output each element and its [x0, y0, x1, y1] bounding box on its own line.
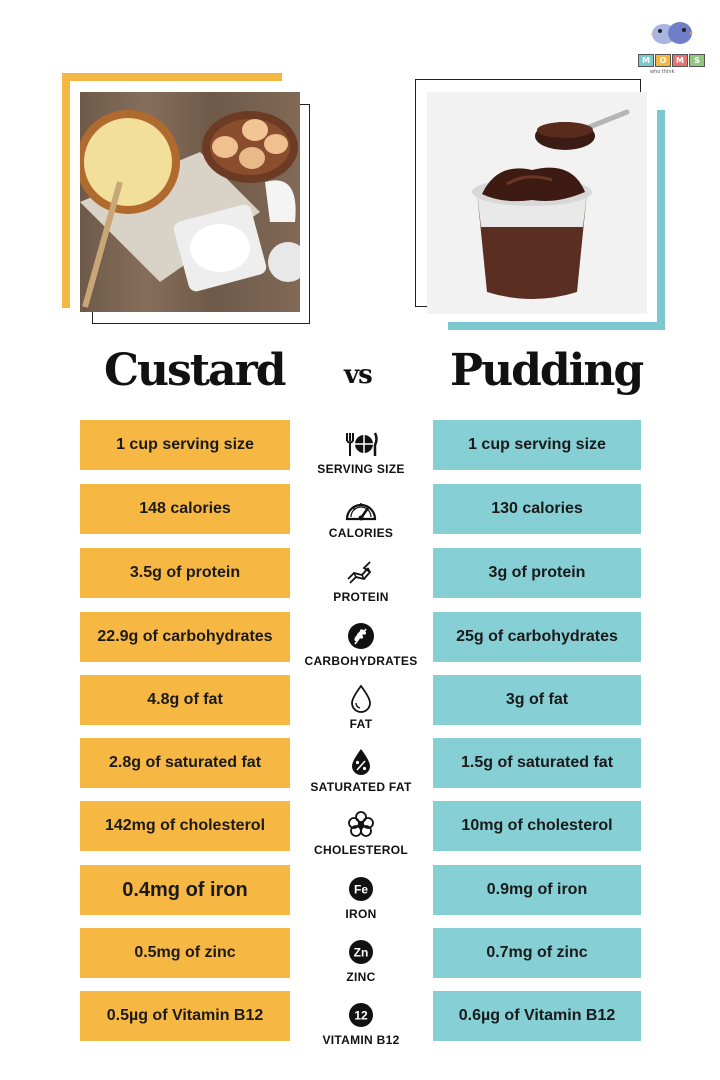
protein-label: PROTEIN [333, 590, 389, 604]
b12-icon: 12 [349, 1003, 373, 1027]
calories-label: CALORIES [328, 526, 394, 540]
fe-icon: Fe [349, 877, 373, 901]
serving-size-label: SERVING SIZE [317, 462, 405, 476]
vs-label: vs [344, 360, 373, 390]
saturated-fat-label: SATURATED FAT [310, 780, 412, 794]
custard-calories: 148 calories [80, 484, 290, 534]
custard-zinc: 0.5mg of zinc [80, 928, 290, 978]
custard-serving-size: 1 cup serving size [80, 420, 290, 470]
gauge-icon [345, 503, 377, 521]
fat-label: FAT [349, 717, 373, 731]
row-protein: 3.5g of protein PROTEIN 3g of protein [0, 548, 720, 604]
row-saturated-fat: 2.8g of saturated fat SATURATED FAT 1.5g… [0, 738, 720, 794]
pudding-saturated-fat: 1.5g of saturated fat [433, 738, 641, 788]
custard-fat: 4.8g of fat [80, 675, 290, 725]
b12-symbol: 12 [354, 1009, 368, 1023]
custard-photo [80, 92, 300, 312]
row-iron: 0.4mg of iron Fe IRON 0.9mg of iron [0, 865, 720, 921]
zn-icon: Zn [349, 940, 373, 964]
custard-carbohydrates: 22.9g of carbohydrates [80, 612, 290, 662]
bird-icon [650, 22, 694, 44]
pudding-title: Pudding [450, 345, 644, 396]
custard-cholesterol: 142mg of cholesterol [80, 801, 290, 851]
pudding-image-accent [448, 110, 665, 330]
row-cholesterol: 142mg of cholesterol CHOLESTEROL 10mg of… [0, 801, 720, 857]
logo-block: M [672, 54, 688, 67]
carbohydrates-label: CARBOHYDRATES [304, 654, 418, 668]
row-zinc: 0.5mg of zinc Zn ZINC 0.7mg of zinc [0, 928, 720, 984]
row-vitamin-b12: 0.5µg of Vitamin B12 12 VITAMIN B12 0.6µ… [0, 991, 720, 1047]
logo-block: S [689, 54, 705, 67]
fe-symbol: Fe [354, 883, 368, 897]
cholesterol-center: CHOLESTEROL [295, 795, 427, 857]
plate-cutlery-icon [346, 432, 378, 456]
logo-block: M [638, 54, 654, 67]
drop-icon [351, 684, 371, 713]
cholesterol-icon [348, 811, 374, 837]
protein-center: PROTEIN [295, 542, 427, 604]
fat-center: FAT [295, 669, 427, 731]
wheat-icon [348, 623, 374, 649]
pudding-vitamin-b12: 0.6µg of Vitamin B12 [433, 991, 641, 1041]
pudding-serving-size: 1 cup serving size [433, 420, 641, 470]
logo-tagline: who think [650, 69, 675, 75]
custard-protein: 3.5g of protein [80, 548, 290, 598]
iron-center: Fe IRON [295, 859, 427, 921]
calories-center: CALORIES [295, 478, 427, 540]
pudding-cholesterol: 10mg of cholesterol [433, 801, 641, 851]
custard-iron: 0.4mg of iron [80, 865, 290, 915]
pudding-carbohydrates: 25g of carbohydrates [433, 612, 641, 662]
pudding-protein: 3g of protein [433, 548, 641, 598]
percent-drop-icon [352, 749, 370, 775]
carbohydrates-center: CARBOHYDRATES [295, 606, 427, 668]
pudding-photo [427, 92, 647, 314]
serving-size-center: SERVING SIZE [295, 414, 427, 476]
zinc-label: ZINC [346, 970, 376, 984]
row-calories: 148 calories CALORIES 130 calories [0, 484, 720, 540]
pudding-zinc: 0.7mg of zinc [433, 928, 641, 978]
vitamin-b12-label: VITAMIN B12 [322, 1033, 400, 1047]
zn-symbol: Zn [354, 946, 369, 960]
cholesterol-label: CHOLESTEROL [314, 843, 408, 857]
logo-block: O [655, 54, 671, 67]
pudding-calories: 130 calories [433, 484, 641, 534]
pudding-fat: 3g of fat [433, 675, 641, 725]
custard-title: Custard [104, 345, 287, 396]
moms-who-think-logo: M O M S who think [636, 14, 706, 76]
row-fat: 4.8g of fat FAT 3g of fat [0, 675, 720, 731]
pudding-illustration [427, 92, 647, 314]
row-carbohydrates: 22.9g of carbohydrates CARBOHYDRATES 25g… [0, 612, 720, 668]
molecule-icon [347, 561, 372, 584]
saturated-fat-center: SATURATED FAT [295, 732, 427, 794]
custard-saturated-fat: 2.8g of saturated fat [80, 738, 290, 788]
custard-vitamin-b12: 0.5µg of Vitamin B12 [80, 991, 290, 1041]
vitamin-b12-center: 12 VITAMIN B12 [295, 985, 427, 1047]
custard-image-accent [62, 73, 282, 308]
custard-illustration [80, 92, 300, 312]
pudding-iron: 0.9mg of iron [433, 865, 641, 915]
zinc-center: Zn ZINC [295, 922, 427, 984]
iron-label: IRON [345, 907, 377, 921]
row-serving-size: 1 cup serving size SERVING SIZE 1 cup se… [0, 420, 720, 476]
